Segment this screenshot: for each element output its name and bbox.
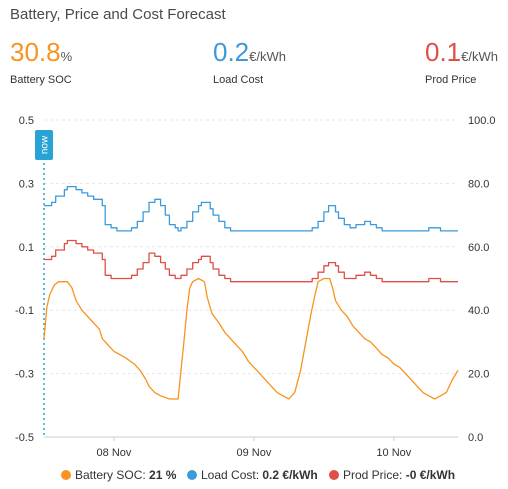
soc-value: 30.8: [10, 37, 61, 67]
y-right-tick-label: 40.0: [468, 305, 489, 317]
x-tick-label: 10 Nov: [376, 447, 411, 459]
legend-name: Load Cost:: [201, 468, 262, 482]
load-label: Load Cost: [213, 74, 264, 86]
legend-value: 0.2 €/kWh: [262, 468, 317, 482]
prod-label: Prod Price: [425, 74, 477, 86]
legend-value: -0 €/kWh: [406, 468, 455, 482]
legend-marker: [329, 470, 339, 480]
series-line-load-cost: [44, 185, 458, 232]
y-left-tick-label: 0.3: [19, 178, 34, 190]
legend-name: Battery SOC:: [75, 468, 149, 482]
prod-unit: €/kWh: [461, 49, 498, 64]
y-right-tick-label: 80.0: [468, 178, 489, 190]
stat-load-cost: 0.2€/kWh Load Cost: [213, 38, 286, 86]
y-left-tick-label: -0.3: [15, 369, 34, 381]
legend-marker: [187, 470, 197, 480]
legend-marker: [61, 470, 71, 480]
y-right-tick-label: 0.0: [468, 432, 483, 444]
y-left-tick-label: -0.5: [15, 432, 34, 444]
y-right-tick-label: 20.0: [468, 369, 489, 381]
chart-title: Battery, Price and Cost Forecast: [10, 6, 226, 23]
y-right-tick-label: 100.0: [468, 115, 496, 127]
load-unit: €/kWh: [249, 49, 286, 64]
now-label: now: [40, 135, 51, 154]
load-value: 0.2: [213, 37, 250, 67]
legend-name: Prod Price:: [343, 468, 406, 482]
stat-prod-price: 0.1€/kWh Prod Price: [425, 38, 498, 86]
now-badge: now: [35, 130, 53, 160]
legend-value: 21 %: [149, 468, 177, 482]
legend-item: Prod Price: -0 €/kWh: [343, 468, 455, 482]
y-left-tick-label: -0.1: [15, 305, 34, 317]
legend-item: Load Cost: 0.2 €/kWh: [201, 468, 318, 482]
y-left-tick-label: 0.1: [19, 242, 34, 254]
prod-value: 0.1: [425, 37, 462, 67]
soc-label: Battery SOC: [10, 74, 72, 86]
y-left-tick-label: 0.5: [19, 115, 34, 127]
series-line-prod-price: [44, 239, 458, 283]
legend: Battery SOC: 21 % Load Cost: 0.2 €/kWh Pro…: [61, 468, 455, 482]
stat-battery-soc: 30.8% Battery SOC: [10, 38, 72, 86]
legend-item: Battery SOC: 21 %: [75, 468, 177, 482]
y-right-tick-label: 60.0: [468, 242, 489, 254]
series-line-battery-soc: [43, 277, 459, 400]
x-tick-label: 09 Nov: [236, 447, 271, 459]
soc-unit: %: [60, 49, 73, 64]
x-tick-label: 08 Nov: [97, 447, 132, 459]
now-badge-bg: [35, 130, 53, 160]
